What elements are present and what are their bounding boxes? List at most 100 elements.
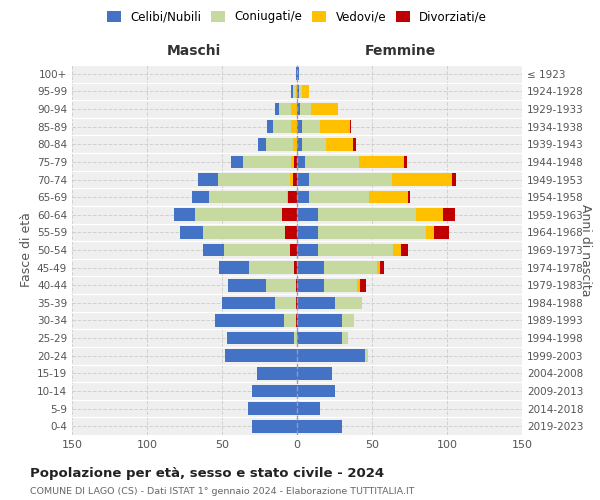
Bar bbox=[349, 120, 351, 133]
Bar bbox=[318, 244, 393, 256]
Bar bbox=[300, 102, 311, 116]
Bar bbox=[290, 173, 293, 186]
Text: Maschi: Maschi bbox=[166, 44, 221, 58]
Bar bbox=[248, 402, 297, 415]
Bar bbox=[342, 332, 348, 344]
Bar bbox=[297, 314, 342, 327]
Bar bbox=[291, 102, 297, 116]
Bar bbox=[297, 191, 309, 203]
Bar bbox=[203, 226, 285, 238]
Bar bbox=[227, 332, 294, 344]
Bar bbox=[257, 367, 297, 380]
Bar bbox=[392, 173, 452, 186]
Bar bbox=[297, 262, 324, 274]
Bar bbox=[297, 350, 365, 362]
Bar bbox=[365, 350, 367, 362]
Bar bbox=[258, 138, 265, 150]
Bar bbox=[318, 226, 426, 238]
Bar bbox=[291, 85, 293, 98]
Bar bbox=[273, 120, 291, 133]
Bar bbox=[222, 296, 275, 309]
Bar bbox=[297, 296, 335, 309]
Bar bbox=[291, 156, 294, 168]
Bar bbox=[393, 244, 401, 256]
Bar bbox=[285, 226, 297, 238]
Bar bbox=[297, 120, 302, 133]
Bar bbox=[297, 156, 305, 168]
Y-axis label: Fasce di età: Fasce di età bbox=[20, 212, 33, 288]
Bar bbox=[297, 279, 324, 291]
Bar bbox=[249, 262, 294, 274]
Bar bbox=[311, 102, 337, 116]
Bar bbox=[335, 296, 361, 309]
Bar bbox=[426, 226, 433, 238]
Bar bbox=[433, 226, 449, 238]
Bar bbox=[369, 191, 408, 203]
Bar bbox=[231, 156, 243, 168]
Bar bbox=[265, 279, 296, 291]
Bar bbox=[219, 262, 249, 274]
Text: Femmine: Femmine bbox=[365, 44, 436, 58]
Bar bbox=[377, 262, 380, 274]
Bar bbox=[290, 244, 297, 256]
Bar bbox=[302, 120, 320, 133]
Bar bbox=[404, 156, 407, 168]
Bar bbox=[297, 226, 318, 238]
Bar bbox=[359, 156, 404, 168]
Bar bbox=[380, 262, 384, 274]
Bar bbox=[297, 384, 335, 398]
Bar bbox=[309, 173, 392, 186]
Bar bbox=[215, 314, 284, 327]
Bar bbox=[218, 173, 290, 186]
Bar bbox=[297, 68, 299, 80]
Bar bbox=[275, 102, 279, 116]
Bar bbox=[408, 191, 409, 203]
Bar bbox=[174, 208, 195, 221]
Bar bbox=[252, 384, 297, 398]
Bar bbox=[296, 68, 297, 80]
Bar bbox=[284, 314, 296, 327]
Bar bbox=[291, 120, 297, 133]
Bar bbox=[209, 191, 287, 203]
Bar bbox=[296, 279, 297, 291]
Bar bbox=[287, 191, 288, 203]
Text: COMUNE DI LAGO (CS) - Dati ISTAT 1° gennaio 2024 - Elaborazione TUTTITALIA.IT: COMUNE DI LAGO (CS) - Dati ISTAT 1° genn… bbox=[30, 488, 415, 496]
Bar bbox=[309, 191, 369, 203]
Bar bbox=[325, 138, 353, 150]
Bar bbox=[296, 296, 297, 309]
Bar bbox=[324, 262, 377, 274]
Bar bbox=[294, 332, 297, 344]
Bar bbox=[223, 244, 290, 256]
Bar bbox=[415, 208, 443, 221]
Bar bbox=[297, 244, 318, 256]
Bar bbox=[228, 279, 265, 291]
Bar bbox=[252, 420, 297, 432]
Bar bbox=[401, 244, 408, 256]
Bar bbox=[293, 138, 297, 150]
Bar bbox=[297, 367, 331, 380]
Bar bbox=[297, 173, 309, 186]
Bar bbox=[296, 314, 297, 327]
Bar bbox=[203, 244, 223, 256]
Y-axis label: Anni di nascita: Anni di nascita bbox=[579, 204, 592, 296]
Bar bbox=[293, 173, 297, 186]
Bar bbox=[275, 296, 296, 309]
Bar bbox=[297, 332, 342, 344]
Bar bbox=[297, 85, 299, 98]
Bar bbox=[324, 279, 357, 291]
Bar bbox=[293, 85, 296, 98]
Bar bbox=[265, 138, 293, 150]
Bar bbox=[360, 279, 366, 291]
Bar bbox=[279, 102, 291, 116]
Bar bbox=[297, 420, 342, 432]
Bar bbox=[297, 208, 318, 221]
Bar bbox=[320, 120, 349, 133]
Bar bbox=[180, 226, 203, 238]
Bar bbox=[225, 350, 297, 362]
Bar bbox=[297, 402, 320, 415]
Bar bbox=[353, 138, 355, 150]
Bar bbox=[305, 156, 359, 168]
Bar bbox=[243, 156, 291, 168]
Bar bbox=[443, 208, 455, 221]
Bar bbox=[452, 173, 456, 186]
